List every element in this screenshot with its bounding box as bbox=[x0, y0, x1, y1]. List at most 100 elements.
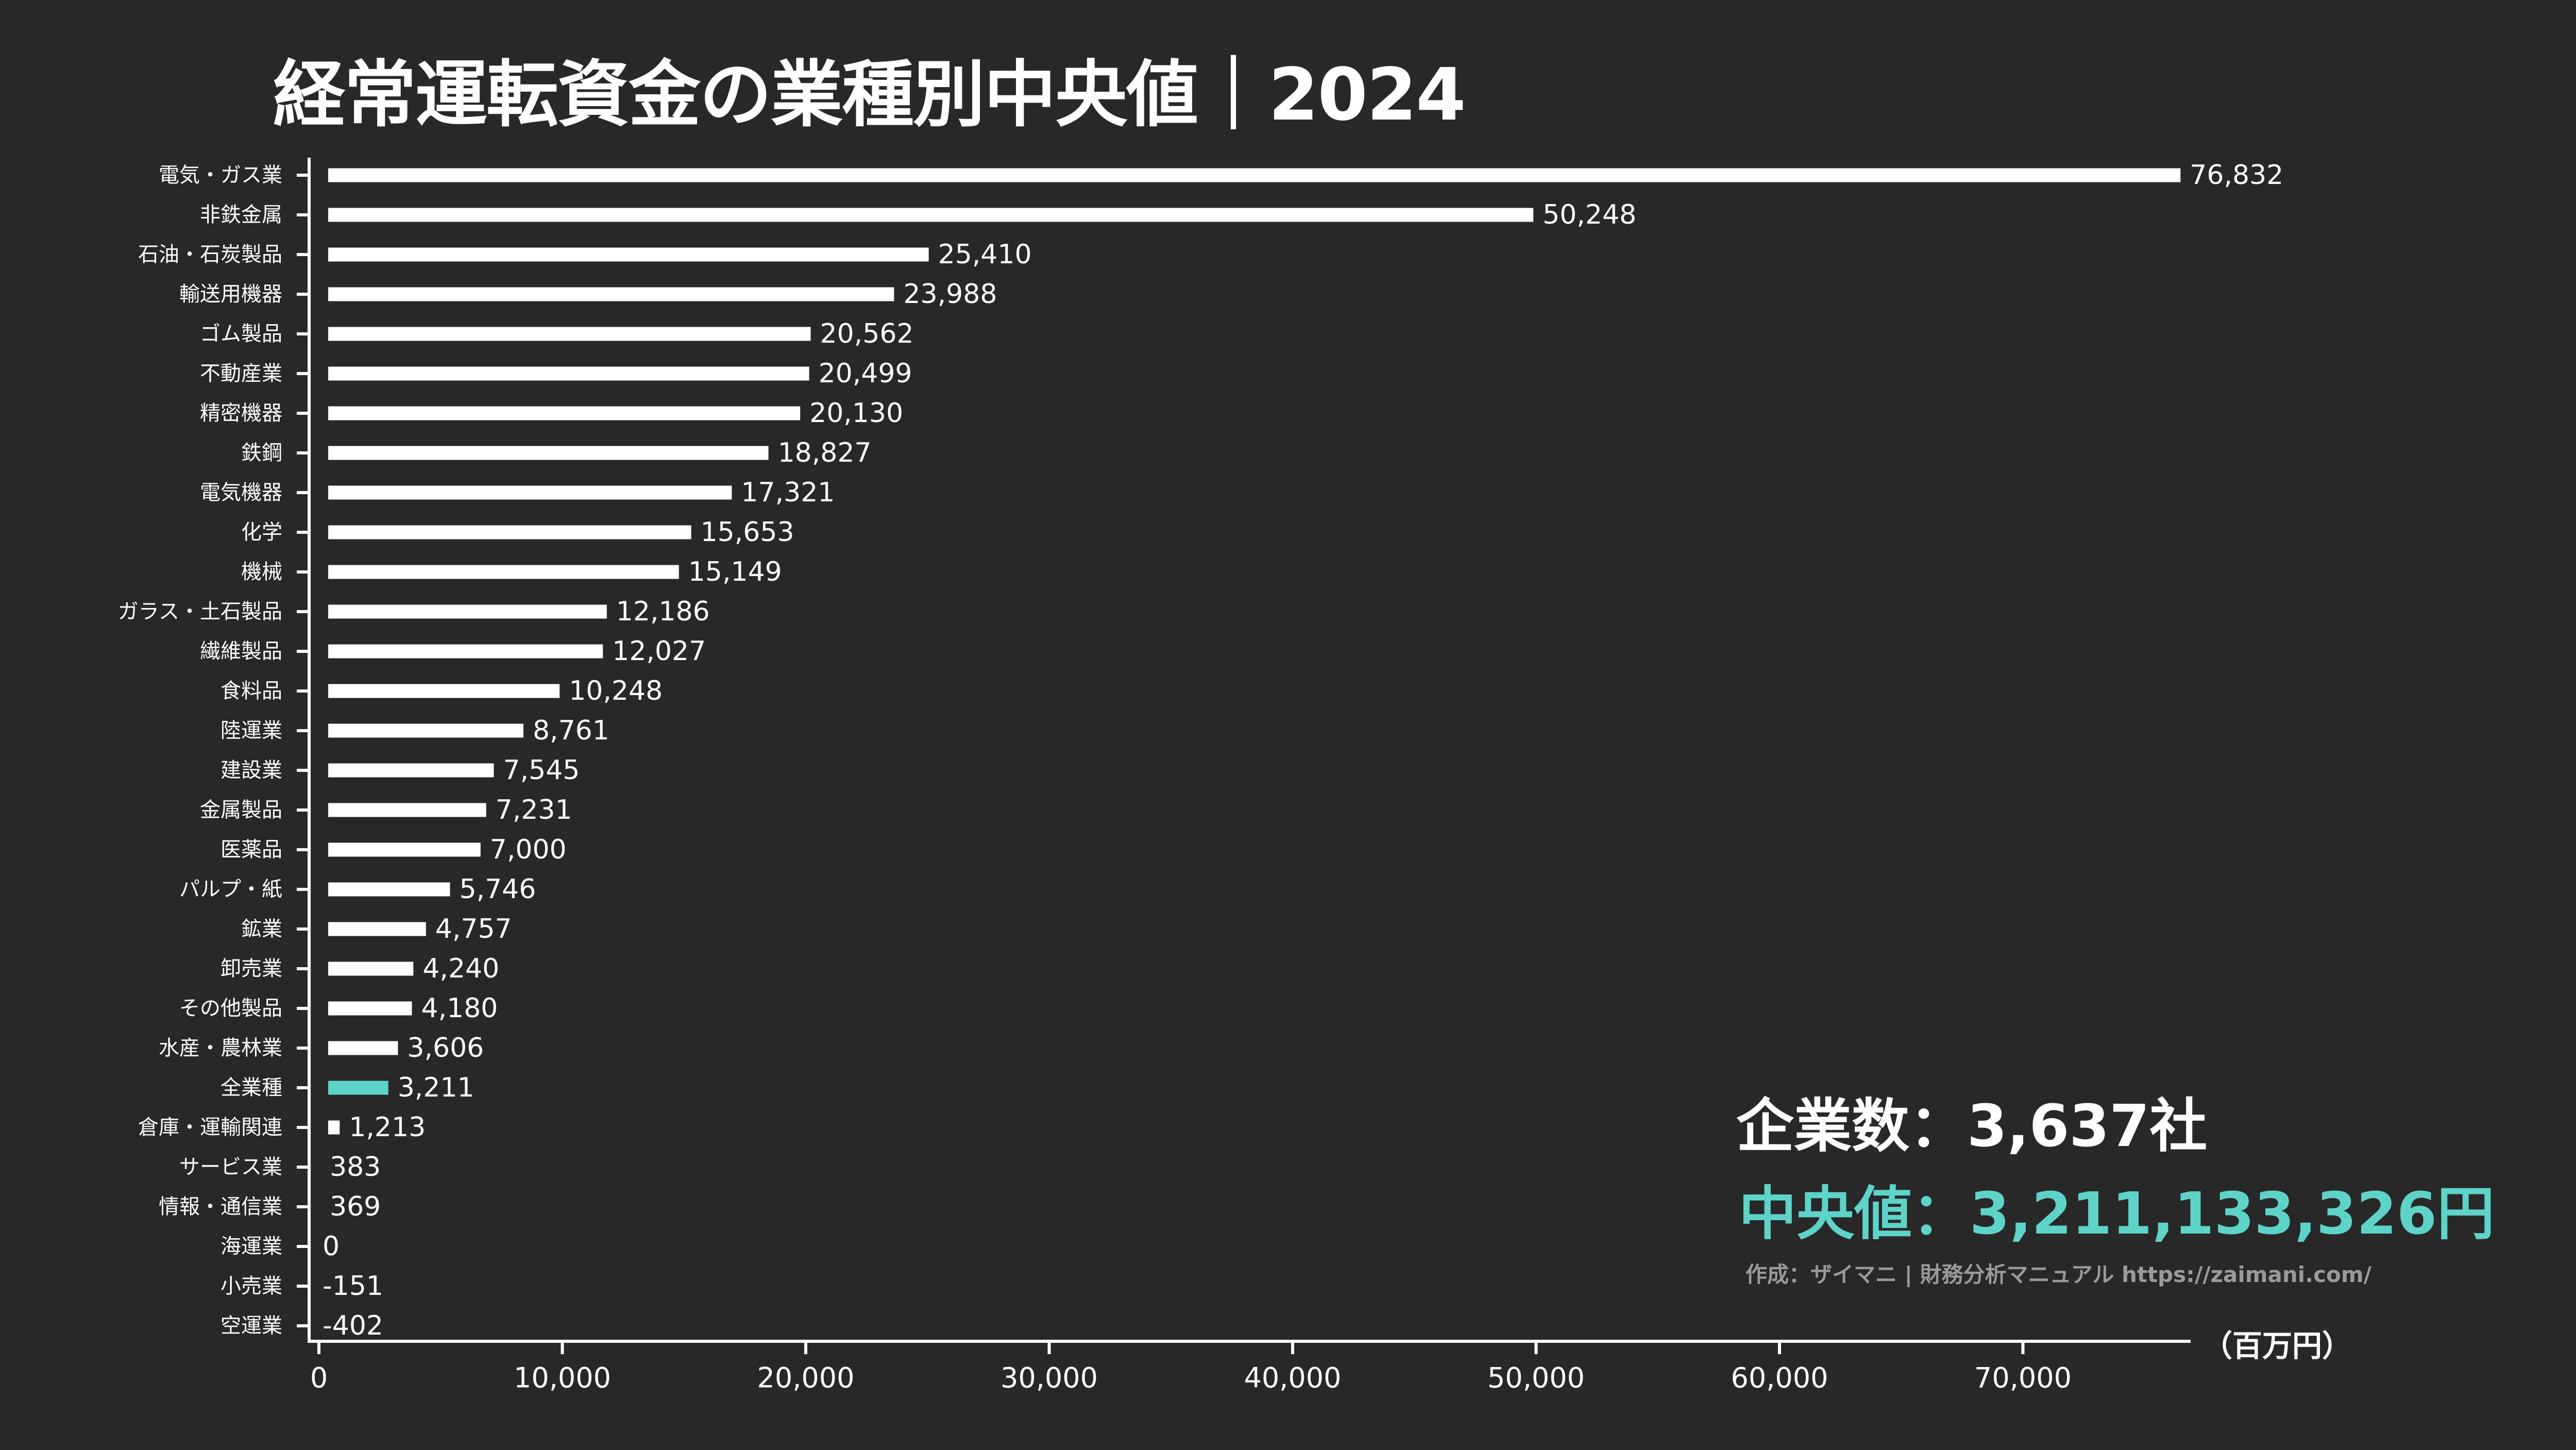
bar bbox=[328, 763, 494, 778]
bar bbox=[328, 208, 1534, 222]
value-label: 76,832 bbox=[2190, 160, 2283, 191]
category-label: 石油・石炭製品 bbox=[138, 243, 282, 266]
bar bbox=[328, 446, 769, 460]
bar bbox=[328, 247, 929, 262]
value-label: 5,746 bbox=[459, 874, 536, 905]
value-label: 23,988 bbox=[903, 279, 997, 310]
category-label: その他製品 bbox=[179, 997, 282, 1020]
value-label: 15,149 bbox=[688, 557, 782, 587]
x-tick-label: 0 bbox=[310, 1362, 328, 1394]
category-label: 鉱業 bbox=[241, 917, 282, 941]
value-label: 15,653 bbox=[701, 517, 794, 548]
category-label: 卸売業 bbox=[221, 957, 282, 981]
bar-highlight bbox=[328, 1081, 388, 1095]
category-label: 全業種 bbox=[221, 1076, 282, 1100]
value-label: 3,606 bbox=[407, 1033, 484, 1064]
credit-text: 作成：ザイマニ | 財務分析マニュアル https://zaimani.com/ bbox=[1745, 1262, 2371, 1287]
bar bbox=[328, 644, 603, 659]
value-label: 8,761 bbox=[533, 715, 609, 746]
category-label: サービス業 bbox=[179, 1155, 282, 1179]
category-label: 倉庫・運輸関連 bbox=[138, 1116, 282, 1139]
value-label: 3,211 bbox=[398, 1072, 474, 1103]
value-label: 4,757 bbox=[435, 914, 512, 945]
value-label: 0 bbox=[323, 1231, 340, 1262]
value-label: 12,186 bbox=[616, 596, 710, 627]
bar bbox=[328, 962, 414, 976]
y-axis bbox=[297, 158, 311, 1343]
bar bbox=[328, 803, 486, 817]
x-tick-label: 70,000 bbox=[1974, 1362, 2072, 1394]
bar bbox=[328, 565, 679, 579]
category-label: 化学 bbox=[241, 520, 282, 544]
value-label: 7,231 bbox=[496, 795, 572, 825]
value-label: 18,827 bbox=[778, 437, 872, 468]
category-label: 鉄鋼 bbox=[241, 441, 282, 465]
value-labels: 76,832 50,248 25,410 23,988 20,562 20,499 20,1… bbox=[323, 160, 2283, 1341]
value-label: 383 bbox=[330, 1152, 381, 1183]
category-label: ガラス・土石製品 bbox=[118, 600, 282, 623]
category-label: 電気・ガス業 bbox=[159, 163, 282, 187]
bar bbox=[328, 1120, 340, 1135]
category-label: 精密機器 bbox=[200, 401, 282, 425]
bars bbox=[328, 168, 2181, 1135]
bar bbox=[328, 525, 691, 539]
bar bbox=[328, 1001, 412, 1016]
category-label: ゴム製品 bbox=[200, 322, 282, 346]
value-label: 20,499 bbox=[819, 358, 912, 389]
value-label: 4,240 bbox=[422, 953, 499, 984]
x-ticks: 0 10,000 20,000 30,000 40,000 50,000 60,000 70,… bbox=[310, 1341, 2072, 1394]
value-label: 25,410 bbox=[938, 239, 1032, 270]
bar bbox=[328, 723, 523, 738]
category-label: 水産・農林業 bbox=[159, 1036, 282, 1060]
category-label: 医薬品 bbox=[221, 838, 282, 862]
category-label: 情報・通信業 bbox=[159, 1195, 282, 1219]
x-axis-unit-label: （百万円） bbox=[2202, 1328, 2352, 1363]
category-label: パルプ・紙 bbox=[179, 878, 282, 901]
value-label: 369 bbox=[330, 1191, 381, 1222]
bar bbox=[328, 287, 894, 301]
category-label: 輸送用機器 bbox=[179, 282, 282, 306]
value-label: -402 bbox=[323, 1310, 383, 1341]
x-tick-label: 20,000 bbox=[757, 1362, 855, 1394]
category-label: 海運業 bbox=[221, 1235, 282, 1258]
company-count: 企業数：3,637社 bbox=[1736, 1093, 2208, 1160]
category-label: 非鉄金属 bbox=[200, 203, 282, 227]
bar bbox=[328, 327, 811, 341]
value-label: 20,562 bbox=[820, 318, 914, 349]
category-label: 金属製品 bbox=[200, 798, 282, 822]
category-label: 機械 bbox=[241, 560, 282, 584]
x-tick-label: 50,000 bbox=[1487, 1362, 1585, 1394]
category-label: 小売業 bbox=[221, 1274, 282, 1298]
bar bbox=[328, 366, 809, 381]
category-label: 不動産業 bbox=[200, 362, 282, 385]
chart-title: 経常運転資金の業種別中央値｜2024 bbox=[273, 53, 1466, 137]
x-tick-label: 60,000 bbox=[1731, 1362, 1828, 1394]
value-label: 12,027 bbox=[612, 636, 706, 667]
value-label: 10,248 bbox=[569, 676, 663, 706]
value-label: 7,545 bbox=[503, 755, 580, 786]
bar bbox=[328, 882, 450, 897]
median-value: 中央値：3,211,133,326円 bbox=[1739, 1181, 2495, 1247]
value-label: 7,000 bbox=[490, 834, 567, 865]
bar bbox=[328, 842, 481, 857]
x-tick-label: 10,000 bbox=[514, 1362, 611, 1394]
x-tick-label: 30,000 bbox=[1001, 1362, 1098, 1394]
value-label: 17,321 bbox=[741, 477, 835, 508]
bar bbox=[328, 922, 426, 936]
bar bbox=[328, 1041, 398, 1055]
category-label: 空運業 bbox=[221, 1314, 282, 1338]
category-label: 建設業 bbox=[221, 758, 282, 782]
category-label: 食料品 bbox=[221, 679, 282, 703]
value-label: 1,213 bbox=[349, 1112, 426, 1143]
value-label: 20,130 bbox=[809, 398, 903, 429]
value-label: 4,180 bbox=[421, 993, 498, 1024]
value-label: -151 bbox=[323, 1271, 383, 1302]
bar bbox=[328, 684, 560, 698]
category-label: 繊維製品 bbox=[200, 639, 282, 663]
category-label: 陸運業 bbox=[221, 719, 282, 743]
x-tick-label: 40,000 bbox=[1244, 1362, 1342, 1394]
bar bbox=[328, 406, 801, 420]
category-labels: 電気・ガス業非鉄金属石油・石炭製品輸送用機器ゴム製品不動産業精密機器鉄鋼電気機器… bbox=[118, 163, 282, 1338]
bar bbox=[328, 168, 2181, 182]
